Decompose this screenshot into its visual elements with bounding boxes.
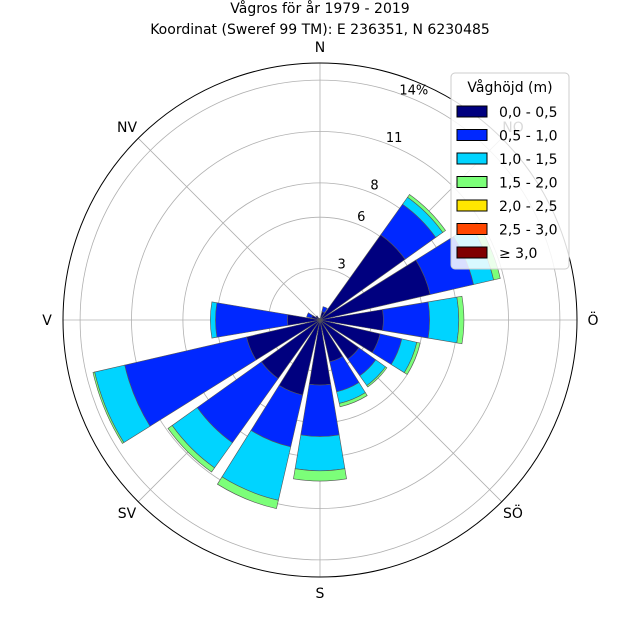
direction-label: V bbox=[42, 313, 52, 329]
direction-label: SV bbox=[118, 506, 137, 522]
radial-tick-label: 8 bbox=[370, 178, 378, 193]
rose-bar-segment bbox=[318, 317, 321, 321]
chart-title: Vågros för år 1979 - 2019 bbox=[230, 0, 409, 17]
rose-bar-segment bbox=[427, 296, 460, 344]
direction-label: NV bbox=[117, 120, 137, 136]
rose-bar-segment bbox=[407, 194, 446, 233]
legend-title: Våghöjd (m) bbox=[467, 79, 552, 96]
legend-swatch bbox=[456, 129, 488, 141]
legend-label: 2,5 - 3,0 bbox=[499, 223, 557, 239]
legend-label: 0,0 - 0,5 bbox=[499, 105, 557, 121]
radial-tick-label: 14% bbox=[399, 83, 428, 98]
rose-bar-segment bbox=[382, 301, 430, 339]
grid-ring bbox=[131, 131, 509, 509]
rose-bar-segment bbox=[403, 341, 421, 375]
radial-tick-label: 6 bbox=[357, 210, 365, 225]
direction-label: SÖ bbox=[503, 504, 523, 522]
legend: Våghöjd (m) 0,0 - 0,5 0,5 - 1,0 1,0 - 1,5 1,… bbox=[450, 72, 570, 270]
legend-swatch bbox=[456, 176, 488, 188]
legend-swatch bbox=[456, 105, 488, 118]
rose-bar-segment bbox=[338, 392, 368, 408]
rose-bar-segment bbox=[294, 434, 346, 471]
radial-tick-label: 11 bbox=[386, 131, 403, 146]
rose-bar-segment bbox=[92, 371, 125, 444]
radial-tick-labels: 3 6 8 11 14% bbox=[338, 83, 429, 272]
direction-label: S bbox=[316, 586, 325, 602]
grid-spoke bbox=[138, 138, 321, 321]
outer-ring bbox=[62, 62, 578, 578]
rose-bar-segment bbox=[293, 468, 347, 482]
radial-tick-label: 3 bbox=[338, 258, 346, 273]
grid-ring bbox=[79, 79, 561, 561]
legend-swatch bbox=[456, 246, 488, 259]
legend-swatch bbox=[456, 152, 488, 165]
rose-bar-segment bbox=[210, 301, 218, 339]
rose-bar-segment bbox=[300, 383, 340, 437]
rose-bar-segment bbox=[321, 306, 328, 314]
legend-label: ≥ 3,0 bbox=[499, 246, 537, 262]
legend-label: 0,5 - 1,0 bbox=[499, 129, 557, 145]
direction-label: Ö bbox=[587, 311, 598, 329]
rose-bars bbox=[92, 194, 501, 509]
rose-bar-segment bbox=[216, 476, 279, 509]
chart-subtitle: Koordinat (Sweref 99 TM): E 236351, N 62… bbox=[150, 22, 490, 38]
rose-bar-segment bbox=[456, 295, 465, 345]
rose-bar-segment bbox=[306, 312, 314, 319]
rose-bar-segment bbox=[167, 425, 215, 473]
legend-label: 1,5 - 2,0 bbox=[499, 176, 557, 192]
legend-swatch bbox=[456, 199, 488, 212]
legend-swatch bbox=[456, 223, 488, 235]
rose-bar-segment bbox=[366, 366, 388, 388]
legend-label: 1,0 - 1,5 bbox=[499, 152, 557, 168]
legend-label: 2,0 - 2,5 bbox=[499, 199, 557, 215]
legend-box bbox=[450, 72, 570, 270]
direction-label: N bbox=[315, 40, 325, 56]
